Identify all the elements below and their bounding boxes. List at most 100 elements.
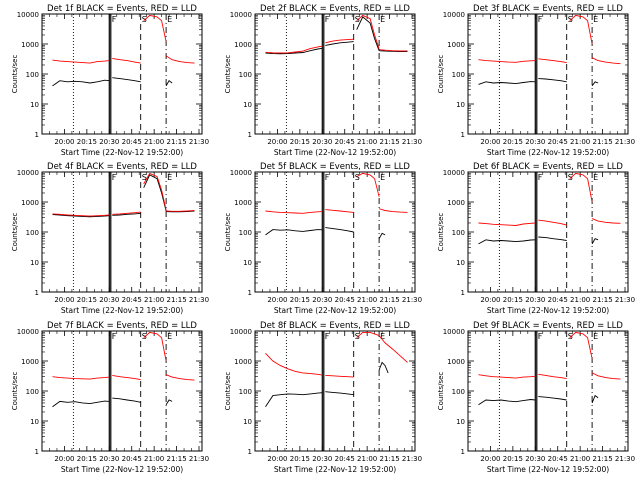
series-events-line (52, 214, 110, 218)
y-tick-label: 1000 (21, 199, 39, 207)
x-tick-label: 21:15 (592, 296, 612, 304)
y-tick-label: 10000 (443, 328, 465, 336)
y-tick-label: 100 (26, 388, 39, 396)
series-lld-line (265, 352, 323, 376)
series-events-line (265, 229, 323, 236)
flag-F: F (112, 332, 117, 341)
series-lld-line (112, 374, 141, 381)
series-lld-line (265, 210, 323, 214)
x-axis-label: Start Time (22-Nov-12 19:52:00) (61, 306, 183, 315)
flag-E: E (593, 173, 598, 182)
y-tick-label: 1 (461, 448, 465, 456)
y-tick-label: 1 (35, 448, 39, 456)
x-axis-label: Start Time (22-Nov-12 19:52:00) (487, 148, 609, 157)
y-tick-label: 1000 (234, 358, 252, 366)
x-axis-label: Start Time (22-Nov-12 19:52:00) (274, 465, 396, 474)
flag-E: E (380, 173, 385, 182)
y-axis-label: Counts/sec (437, 372, 445, 411)
panel-title: Det 7f BLACK = Events, RED = LLD (47, 321, 197, 331)
series-lld-line (591, 57, 621, 65)
x-tick-label: 20:30 (312, 455, 332, 463)
series-lld-line (478, 222, 536, 226)
x-tick-label: 20:15 (77, 455, 97, 463)
y-tick-label: 1 (248, 289, 252, 297)
series-events-line (52, 79, 110, 87)
panel-2: Det 2f BLACK = Events, RED = LLD Counts/s… (224, 4, 422, 157)
plot-frame (254, 330, 416, 452)
x-tick-label: 20:45 (122, 455, 142, 463)
plot-frame (41, 13, 203, 135)
x-tick-label: 21:00 (570, 138, 590, 146)
y-axis-label: Counts/sec (224, 213, 232, 252)
series-events-line (478, 81, 536, 85)
x-tick-label: 20:00 (54, 296, 74, 304)
flag-F: F (325, 15, 330, 24)
x-tick-label: 21:15 (592, 138, 612, 146)
x-tick-label: 20:45 (335, 138, 355, 146)
plot-frame (467, 330, 629, 452)
panel-title: Det 4f BLACK = Events, RED = LLD (47, 162, 197, 172)
series-lld-line (478, 374, 536, 379)
y-tick-label: 1000 (234, 41, 252, 49)
x-tick-label: 20:45 (548, 296, 568, 304)
y-tick-label: 1 (248, 131, 252, 139)
y-tick-label: 1000 (447, 199, 465, 207)
x-tick-label: 20:00 (267, 138, 287, 146)
series-lld-line (569, 14, 593, 45)
y-tick-label: 10 (243, 101, 252, 109)
plot-frame (41, 330, 203, 452)
x-tick-label: 20:45 (335, 455, 355, 463)
x-tick-label: 21:00 (357, 138, 377, 146)
series-events-line (356, 16, 380, 51)
y-axis-label: Counts/sec (11, 213, 19, 252)
x-tick-label: 21:00 (144, 455, 164, 463)
y-tick-label: 1000 (447, 358, 465, 366)
flag-F: F (538, 173, 543, 182)
y-tick-label: 10000 (443, 169, 465, 177)
series-lld-line (52, 213, 110, 217)
flag-E: E (380, 15, 385, 24)
x-tick-label: 20:15 (290, 296, 310, 304)
y-tick-label: 10 (243, 259, 252, 267)
y-axis-label: Counts/sec (11, 55, 19, 94)
series-lld-line (356, 331, 380, 339)
x-tick-label: 21:15 (379, 138, 399, 146)
x-tick-label: 20:00 (267, 455, 287, 463)
series-lld-line (265, 45, 323, 54)
x-tick-label: 20:30 (99, 296, 119, 304)
y-tick-label: 10 (456, 418, 465, 426)
series-events-line (112, 212, 141, 216)
series-events-line (538, 236, 567, 241)
series-lld-line (591, 372, 621, 380)
x-tick-label: 21:30 (402, 138, 422, 146)
x-tick-label: 20:15 (77, 296, 97, 304)
flag-F: F (325, 332, 330, 341)
series-lld-line (143, 14, 167, 42)
flag-F: F (112, 173, 117, 182)
y-tick-label: 1000 (447, 41, 465, 49)
flag-F: F (538, 15, 543, 24)
y-tick-label: 1 (35, 289, 39, 297)
x-tick-label: 20:45 (122, 296, 142, 304)
flag-S: S (142, 173, 147, 182)
x-axis-label: Start Time (22-Nov-12 19:52:00) (487, 465, 609, 474)
series-lld-line (325, 209, 354, 213)
x-tick-label: 20:00 (480, 455, 500, 463)
x-tick-label: 21:30 (615, 455, 635, 463)
x-tick-label: 21:00 (570, 455, 590, 463)
x-tick-label: 21:15 (379, 455, 399, 463)
plot-frame (467, 13, 629, 135)
plot-frame (467, 171, 629, 293)
y-axis-label: Counts/sec (11, 372, 19, 411)
panel-3: Det 3f BLACK = Events, RED = LLD Counts/s… (437, 4, 635, 157)
series-events-line (143, 174, 167, 212)
panel-title: Det 6f BLACK = Events, RED = LLD (473, 162, 623, 172)
y-tick-label: 10000 (443, 11, 465, 19)
series-lld-line (569, 331, 593, 359)
x-tick-label: 20:45 (122, 138, 142, 146)
series-lld-line (52, 376, 110, 380)
y-tick-label: 100 (239, 229, 252, 237)
panel-1: Det 1f BLACK = Events, RED = LLD Counts/s… (11, 4, 209, 157)
x-tick-label: 20:00 (480, 138, 500, 146)
series-lld-line (379, 49, 408, 52)
